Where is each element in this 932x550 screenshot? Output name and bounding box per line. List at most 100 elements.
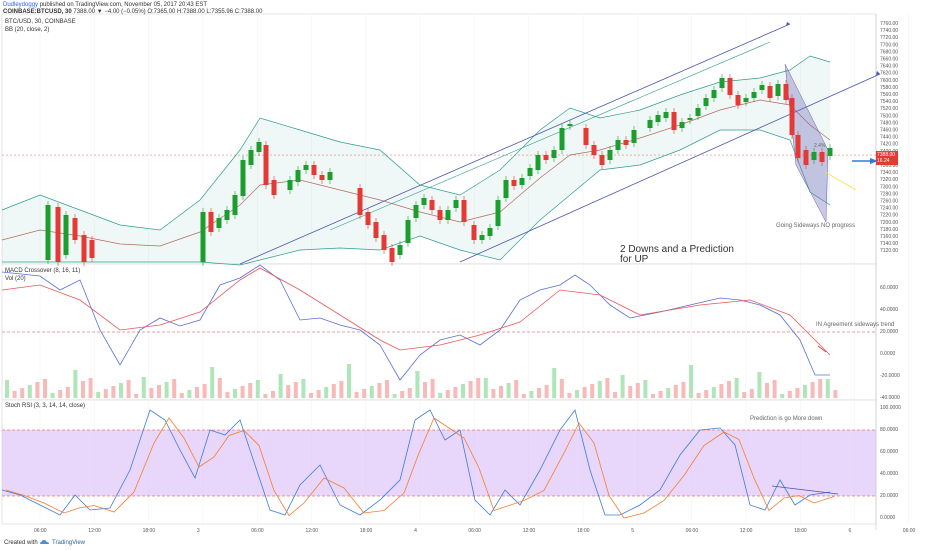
candle [311, 165, 317, 175]
right-arrow-icon [870, 158, 878, 164]
time-tick-label: 12:00 [740, 528, 753, 534]
candle [453, 200, 459, 208]
volume-bar [818, 379, 823, 398]
volume-bar [233, 389, 237, 398]
volume-bar [263, 394, 268, 398]
author-link[interactable]: Dudleydoggy [3, 2, 39, 8]
header: Dudleydoggy published on TradingView.com… [3, 2, 262, 16]
price-tick-label: 7760.00 [880, 21, 898, 27]
volume-bar [12, 391, 17, 398]
price-tick-label: 7560.00 [880, 92, 898, 98]
rsi-tick-label: 80.0000 [880, 427, 898, 433]
stoch-k-line [1, 409, 831, 516]
volume-bar [134, 394, 139, 398]
volume-bar [331, 384, 336, 398]
channel-mid-line [329, 41, 771, 231]
candle [81, 235, 87, 262]
price-tick-label: 7460.00 [880, 128, 898, 134]
candle [663, 112, 669, 118]
price-tick-label: 7740.00 [880, 28, 898, 34]
candle [397, 245, 403, 255]
volume-bar [491, 389, 496, 398]
volume-bar [347, 364, 351, 398]
volume-bar [719, 384, 724, 398]
candle [445, 210, 451, 220]
annotation-main: for UP [620, 254, 649, 265]
volume-bar [324, 387, 329, 398]
volume-bar [43, 379, 47, 398]
last-price-value: 7388.00 [877, 152, 895, 158]
candle [365, 212, 371, 225]
volume-bar [468, 381, 473, 398]
volume-bar [605, 378, 610, 398]
candle [303, 165, 309, 170]
volume-bar [210, 367, 215, 398]
volume-bar [734, 378, 739, 398]
volume-bar [521, 394, 526, 398]
candle [695, 108, 701, 116]
bb-indicator-label[interactable]: BB (20, close, 2) [5, 27, 50, 33]
volume-bar [271, 391, 275, 398]
price-tick-label: 7420.00 [880, 142, 898, 148]
projection-line [824, 171, 857, 191]
price-tick-label: 7440.00 [880, 135, 898, 141]
stoch-d-line [5, 417, 835, 519]
bb-upper-line [1, 55, 831, 231]
volume-bar [278, 374, 283, 398]
time-tick-label: 06:00 [903, 528, 916, 534]
candle [827, 148, 833, 156]
tradingview-cloud-icon [40, 540, 49, 544]
volume-bar [476, 378, 481, 398]
annotation-small: 2.4% [814, 143, 826, 149]
candle [421, 198, 427, 205]
volume-bar [438, 393, 443, 398]
candle [55, 207, 61, 262]
price-tick-label: 7340.00 [880, 170, 898, 176]
arrow-head-icon [876, 71, 880, 75]
volume-bar [483, 378, 488, 398]
price-tick-label: 7280.00 [880, 191, 898, 197]
volume-bar [65, 387, 70, 398]
price-tick-label: 7160.00 [880, 234, 898, 240]
volume-bar [544, 385, 549, 398]
candle [405, 220, 411, 243]
volume-bar [453, 387, 458, 398]
candle [803, 150, 809, 165]
candle [551, 150, 557, 158]
volume-bar [225, 392, 230, 398]
volume-bar [597, 381, 602, 398]
volume-bar [765, 383, 769, 398]
volume-bar [5, 380, 9, 398]
volume-bar [742, 392, 747, 398]
candle [511, 180, 517, 186]
price-tick-label: 7180.00 [880, 227, 898, 233]
tradingview-brand[interactable]: TradingView [52, 540, 86, 546]
candle [256, 142, 262, 152]
candle [271, 180, 277, 195]
volume-bar [833, 390, 838, 398]
volume-bar [20, 388, 25, 398]
price-tick-label: 7360.00 [880, 163, 898, 169]
volume-bar [575, 390, 579, 398]
rsi-tick-label: 40.0000 [880, 471, 898, 477]
volume-bar [499, 386, 503, 398]
candle [319, 175, 325, 180]
symbol-text: COINBASE:BTCUSD, 30 [3, 9, 72, 15]
volume-bar [514, 380, 519, 398]
channel-upper-line [239, 23, 791, 265]
bb-lower-line [2, 129, 831, 266]
last-price-tag [876, 151, 898, 166]
stochrsi-indicator-label[interactable]: Stoch RSI (3, 3, 14, 14, close) [5, 403, 86, 409]
signal-line [1, 267, 831, 356]
candle [789, 98, 795, 135]
macd-indicator-label[interactable]: MACD Crossover (8, 16, 11) [5, 268, 81, 274]
candle [647, 120, 653, 128]
volume-bar [202, 384, 207, 398]
candle [775, 84, 781, 96]
candle [479, 235, 485, 240]
vol-indicator-label[interactable]: Vol (20) [5, 276, 26, 282]
time-tick-label: 06:00 [34, 528, 47, 534]
volume-bar [293, 382, 298, 398]
macd-tick-label: 60.0000 [880, 285, 898, 291]
